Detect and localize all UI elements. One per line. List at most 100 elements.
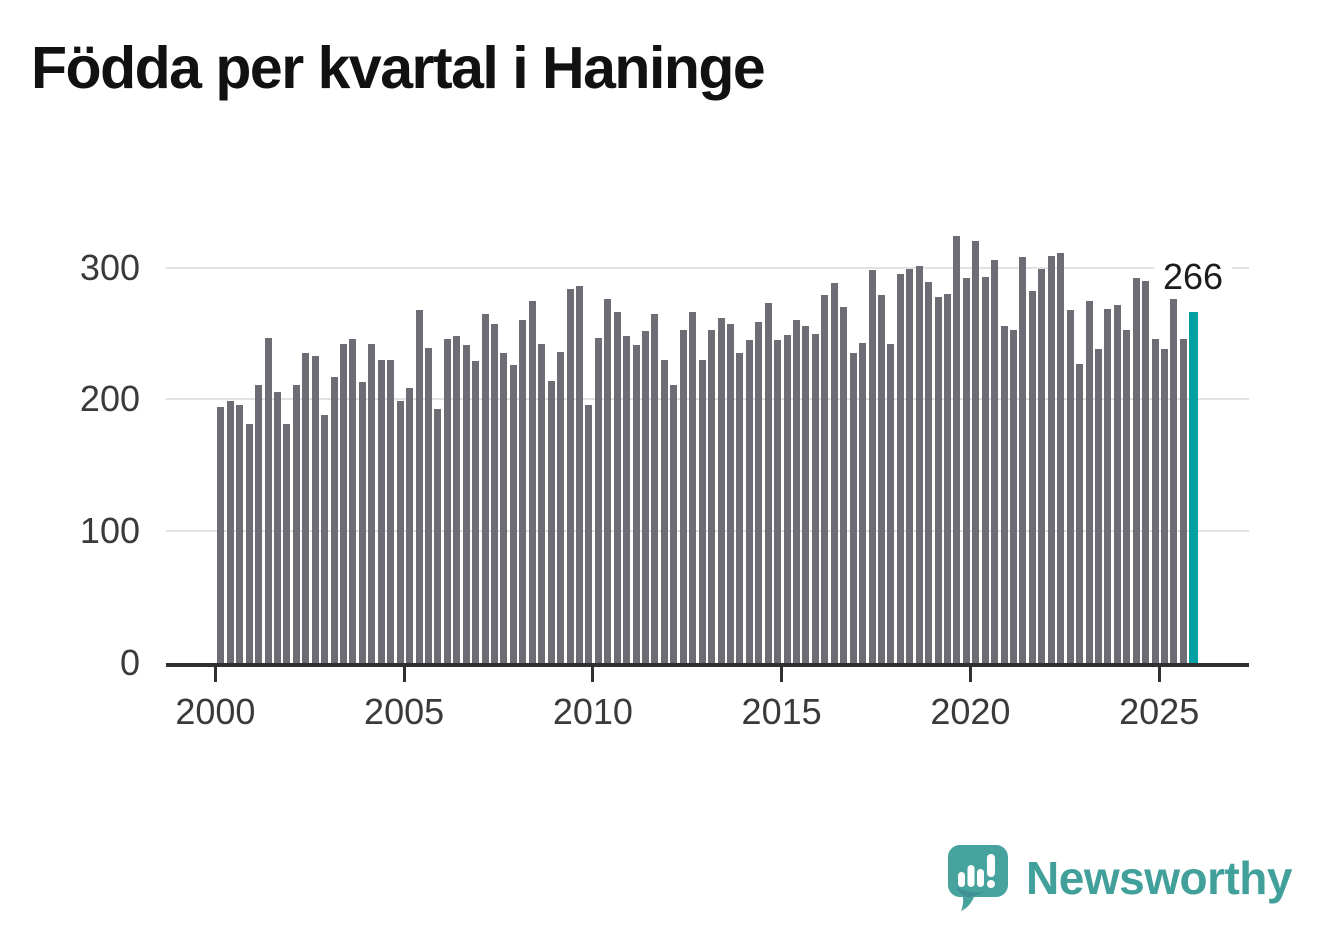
bar[interactable] [396,400,404,663]
bar[interactable] [528,300,536,663]
bar[interactable] [585,404,593,663]
bar[interactable] [1151,338,1159,663]
bar[interactable] [604,299,612,663]
bar[interactable] [594,337,602,663]
bar[interactable] [830,283,838,663]
bar[interactable] [462,345,470,663]
bar[interactable] [1142,280,1150,663]
bar[interactable] [783,334,791,663]
bar[interactable] [745,340,753,663]
bar[interactable] [283,424,291,663]
bar[interactable] [896,274,904,663]
bar[interactable] [547,380,555,663]
bar[interactable] [1028,291,1036,663]
bar[interactable] [472,361,480,663]
bar[interactable] [377,359,385,663]
bar[interactable] [538,344,546,663]
bar[interactable] [1170,299,1178,663]
bar[interactable] [660,359,668,663]
bar[interactable] [575,286,583,663]
bar[interactable] [670,384,678,663]
bar[interactable] [500,353,508,663]
bar[interactable] [632,345,640,663]
bar[interactable] [566,288,574,663]
bar[interactable] [811,333,819,663]
bar[interactable] [642,330,649,663]
bar[interactable] [387,359,395,663]
bar[interactable] [443,338,451,663]
bar[interactable] [1113,304,1121,663]
bar[interactable] [943,294,951,663]
bar[interactable] [340,344,347,663]
bar[interactable] [934,296,942,663]
bar[interactable] [623,336,631,663]
bar[interactable] [1047,255,1055,663]
bar[interactable] [953,236,961,663]
bar[interactable] [849,353,857,663]
bar[interactable] [991,259,999,663]
bar[interactable] [349,338,357,663]
bar[interactable] [311,355,319,663]
bar[interactable] [613,312,621,663]
bar[interactable] [972,241,980,663]
bar[interactable] [698,359,706,663]
bar[interactable] [821,295,829,663]
bar[interactable] [774,340,782,663]
bar[interactable] [840,307,848,663]
bar[interactable] [1038,268,1046,663]
bar[interactable] [509,365,517,663]
bar[interactable] [415,309,423,663]
bar[interactable] [424,348,432,663]
bar[interactable] [292,384,300,663]
bar[interactable] [906,268,914,663]
bar[interactable] [1179,338,1187,663]
bar[interactable] [481,313,489,663]
bar[interactable] [1132,278,1140,663]
bar[interactable] [981,276,989,663]
bar[interactable] [491,324,498,663]
bar[interactable] [859,342,866,663]
bar[interactable] [406,387,413,663]
bar[interactable] [255,384,262,663]
bar[interactable] [1066,309,1074,663]
highlight-bar[interactable] [1189,312,1198,663]
bar[interactable] [802,325,810,663]
bar[interactable] [717,317,725,663]
bar[interactable] [236,404,244,663]
bar[interactable] [915,266,923,663]
bar[interactable] [651,313,659,663]
bar[interactable] [264,337,272,663]
bar[interactable] [245,424,253,663]
bar[interactable] [1076,363,1084,663]
bar[interactable] [519,320,527,663]
bar[interactable] [434,408,442,663]
bar[interactable] [302,353,310,663]
bar[interactable] [868,270,876,663]
bar[interactable] [925,282,933,663]
bar[interactable] [793,320,800,663]
bar[interactable] [689,312,697,663]
bar[interactable] [877,295,885,663]
bar[interactable] [736,353,744,663]
bar[interactable] [1010,329,1017,663]
bar[interactable] [726,324,734,663]
bar[interactable] [368,344,376,663]
bar[interactable] [1161,349,1168,663]
bar[interactable] [1123,329,1131,663]
bar[interactable] [321,415,329,663]
bar[interactable] [358,382,366,663]
bar[interactable] [764,303,772,663]
bar[interactable] [226,400,234,663]
bar[interactable] [330,377,338,663]
bar[interactable] [557,352,564,663]
bar[interactable] [755,321,763,663]
bar[interactable] [708,329,715,663]
bar[interactable] [1000,325,1008,663]
bar[interactable] [273,391,281,663]
bar[interactable] [1057,253,1065,663]
bar[interactable] [887,344,895,663]
bar[interactable] [1019,257,1027,663]
bar[interactable] [679,329,687,663]
bar[interactable] [217,407,225,663]
bar[interactable] [962,278,970,663]
